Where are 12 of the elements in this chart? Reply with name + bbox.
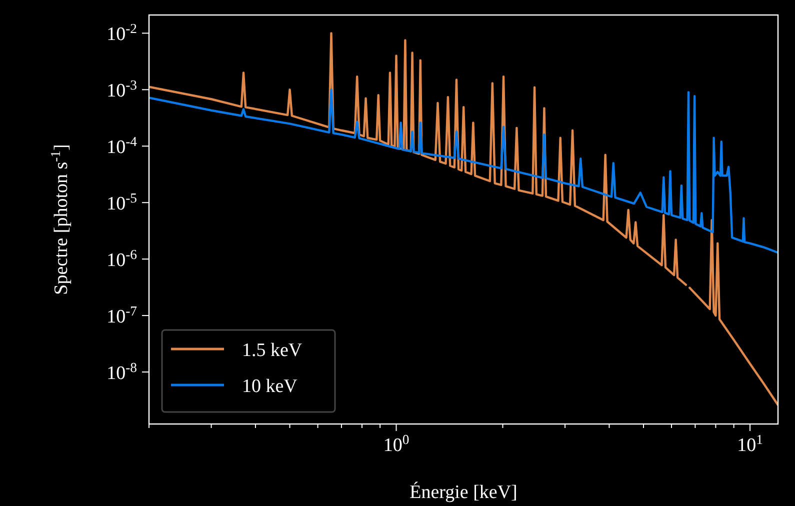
- x-tick-label: 10$^{1}$: [737, 432, 764, 456]
- y-tick-label: 10$^{-3}$: [106, 77, 138, 102]
- y-tick-label: 10$^{-7}$: [106, 303, 138, 328]
- y-tick-label: 10$^{-6}$: [106, 246, 138, 272]
- x-tick-label: 10$^{0}$: [383, 432, 410, 456]
- legend-label: 10 keV: [242, 376, 298, 397]
- y-tick-label: 10$^{-8}$: [106, 360, 138, 384]
- y-tick-label: 10$^{-2}$: [106, 20, 138, 46]
- y-tick-label: 10$^{-4}$: [106, 134, 138, 158]
- legend-label: 1.5 keV: [242, 340, 302, 361]
- y-tick-label: 10$^{-5}$: [106, 190, 138, 215]
- x-axis-title: Énergie [keV]: [410, 481, 518, 503]
